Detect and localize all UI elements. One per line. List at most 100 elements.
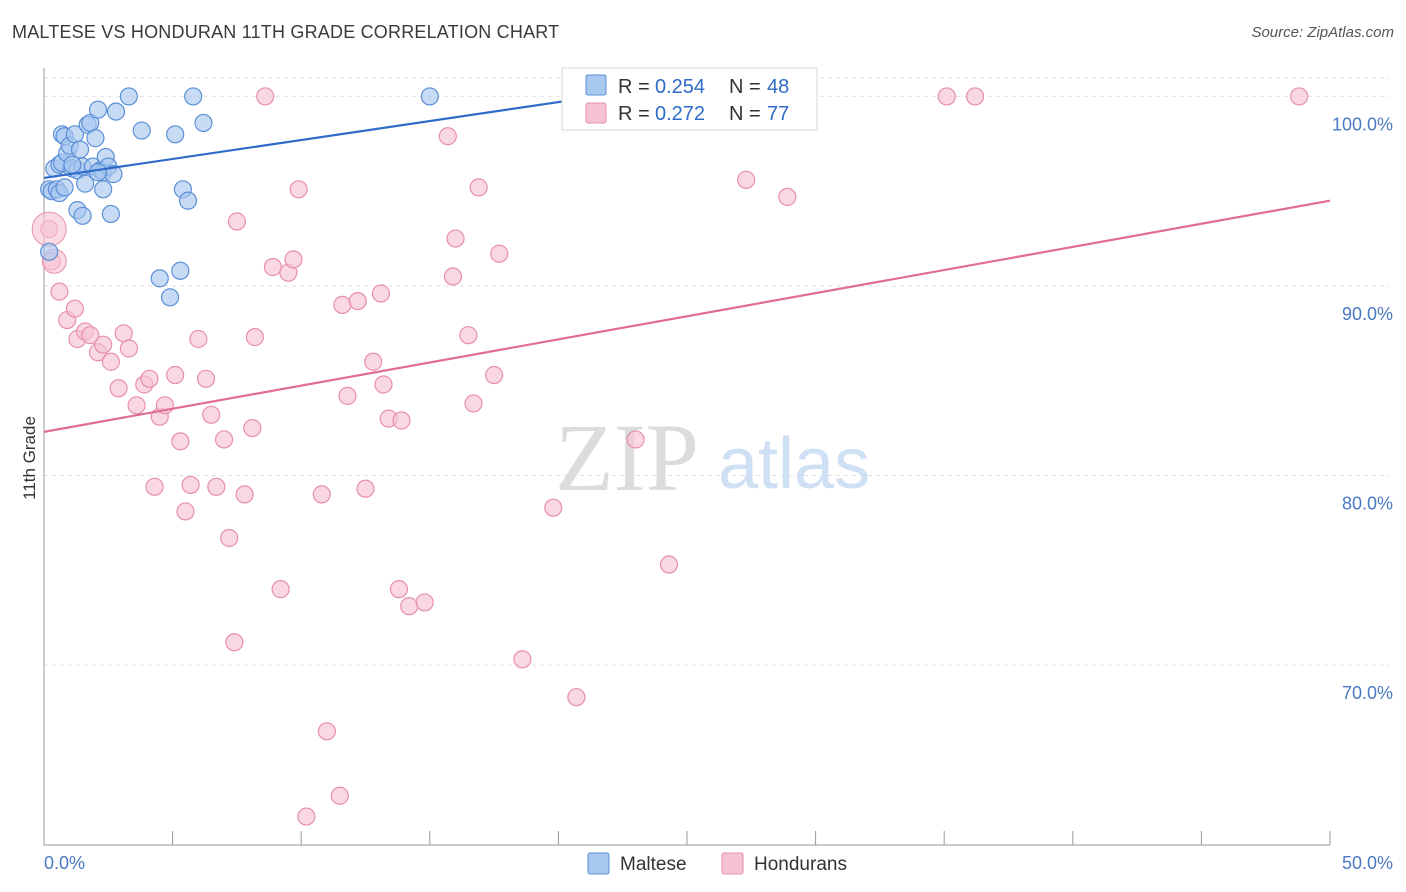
source-label: Source: ZipAtlas.com [1251,24,1394,41]
hondurans-point [271,580,290,599]
y-tick-label: 90.0% [1342,304,1393,324]
hondurans-point [438,127,457,146]
hondurans-point [243,418,262,438]
y-axis-label: 11th Grade [20,416,39,500]
hondurans-point [333,295,352,314]
hondurans-point [50,282,69,301]
hondurans-point [227,212,246,231]
hondurans-point [1290,87,1309,106]
hondurans-point [400,597,419,616]
hondurans-point [171,432,190,451]
hondurans-point [65,299,84,318]
hondurans-point [256,87,275,106]
y-tick-label: 100.0% [1332,114,1393,134]
hondurans-point [392,411,411,430]
hondurans-point [166,365,185,385]
legend-swatch-hondurans [585,102,607,124]
hondurans-point [415,593,434,612]
hondurans-point [389,580,409,599]
legend-hondurans-n-label: N = [729,103,761,125]
hondurans-point [245,328,265,347]
hondurans-point [659,555,679,574]
maltese-point [73,206,92,225]
hondurans-point [356,479,375,498]
maltese-point [166,125,185,144]
hondurans-point [737,170,756,189]
maltese-point [178,191,198,210]
x-tick-label-max: 50.0% [1342,853,1393,873]
hondurans-point [544,498,563,517]
legend-hondurans-r-value: 0.272 [655,103,705,125]
hondurans-point [220,528,239,548]
hondurans-point [297,807,316,826]
hondurans-point [364,352,383,371]
hondurans-point [348,292,367,311]
maltese-trend-line [43,95,598,180]
hondurans-point [196,369,216,388]
hondurans-point [176,502,195,521]
maltese-point [76,174,95,193]
hondurans-point [225,633,244,652]
bottom-legend-swatch-maltese [587,852,610,875]
hondurans-point [464,394,483,413]
hondurans-point [443,267,463,286]
bottom-legend: Maltese Hondurans [587,852,847,875]
chart-title: MALTESE VS HONDURAN 11TH GRADE CORRELATI… [12,22,560,42]
bottom-legend-maltese: Maltese [620,854,687,875]
hondurans-point [965,87,985,106]
hondurans-point [317,722,337,741]
hondurans-point [469,178,488,197]
hondurans-point-large [31,211,67,247]
hondurans-point [119,339,138,358]
maltese-point [101,204,120,224]
hondurans-point [94,335,113,354]
hondurans-point [101,352,120,371]
maltese-point [86,129,105,148]
maltese-point [88,100,108,119]
legend-maltese-r-value: 0.254 [655,76,705,98]
x-tick-label-min: 0.0% [44,853,85,873]
x-ticks [43,831,1331,845]
maltese-point [150,269,169,288]
maltese-point [88,163,108,182]
legend-maltese-r-label: R = [618,76,650,98]
hondurans-point [109,379,128,398]
legend-maltese-n-label: N = [729,76,761,98]
bottom-legend-swatch-hondurans [721,852,744,875]
hondurans-point [214,430,234,449]
maltese-point [106,102,126,121]
hondurans-point [181,475,200,495]
maltese-point [171,261,190,280]
watermark-zip: ZIP [555,404,699,511]
hondurans-point [937,87,956,106]
maltese-point [132,121,151,140]
watermark-atlas: atlas [718,424,870,504]
hondurans-point [626,430,645,449]
y-tick-label: 80.0% [1342,493,1393,513]
legend-maltese-n-value: 48 [767,76,789,98]
maltese-point [119,87,138,106]
hondurans-point [202,405,221,424]
trend-lines [43,95,1331,433]
hondurans-point [207,477,226,496]
legend-swatch-maltese [585,74,607,96]
maltese-points [40,87,604,307]
hondurans-point [374,375,393,394]
y-tick-labels: 70.0% 80.0% 90.0% 100.0% [1332,114,1393,703]
hondurans-trend-line [43,199,1331,433]
bottom-legend-hondurans: Hondurans [754,854,847,875]
hondurans-point [189,329,208,349]
maltese-point [70,140,90,159]
hondurans-point [289,180,308,199]
hondurans-point [567,688,586,707]
hondurans-point [490,244,509,263]
hondurans-point [145,477,164,496]
hondurans-point [338,386,357,405]
hondurans-point [114,324,133,343]
gridlines [44,77,1390,666]
maltese-point [420,87,439,106]
maltese-point [184,87,203,106]
maltese-point [63,155,82,174]
hondurans-point [81,326,100,345]
maltese-point [194,113,213,133]
